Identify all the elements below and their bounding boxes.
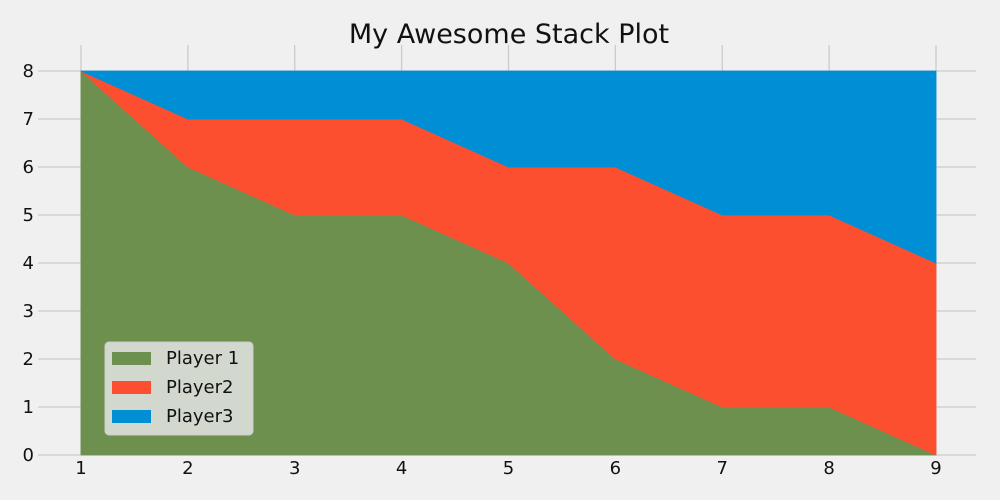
- legend-swatch-player2: [112, 381, 151, 394]
- x-tick-label: 2: [182, 458, 193, 479]
- y-tick-label: 1: [23, 397, 34, 418]
- x-tick-label: 3: [289, 458, 300, 479]
- x-tick-label: 5: [503, 458, 514, 479]
- x-tick-label: 8: [823, 458, 834, 479]
- y-tick-label: 8: [23, 61, 34, 82]
- x-tick-label: 4: [396, 458, 407, 479]
- x-tick-label: 1: [75, 458, 86, 479]
- y-tick-label: 7: [23, 109, 34, 130]
- stacked-areas: [80, 70, 937, 456]
- legend-label-player3: Player3: [166, 406, 233, 427]
- y-tick-label: 2: [23, 349, 34, 370]
- x-tick-label: 6: [610, 458, 621, 479]
- legend-swatch-player1: [112, 352, 151, 365]
- x-tick-label: 9: [930, 458, 941, 479]
- y-tick-label: 4: [23, 253, 34, 274]
- axis-ticks: 0 1 2 3 4 5 6 7 8 1 2 3 4 5 6 7 8 9: [23, 61, 942, 479]
- y-tick-label: 3: [23, 301, 34, 322]
- legend-swatch-player3: [112, 410, 151, 423]
- legend-label-player2: Player2: [166, 377, 233, 398]
- area-series-player3: [80, 70, 937, 264]
- y-tick-label: 6: [23, 157, 34, 178]
- y-tick-label: 5: [23, 205, 34, 226]
- chart-title: My Awesome Stack Plot: [349, 19, 669, 50]
- y-tick-label: 0: [23, 445, 34, 466]
- legend: Player 1 Player2 Player3: [104, 341, 254, 436]
- x-tick-label: 7: [717, 458, 728, 479]
- legend-label-player1: Player 1: [166, 348, 239, 369]
